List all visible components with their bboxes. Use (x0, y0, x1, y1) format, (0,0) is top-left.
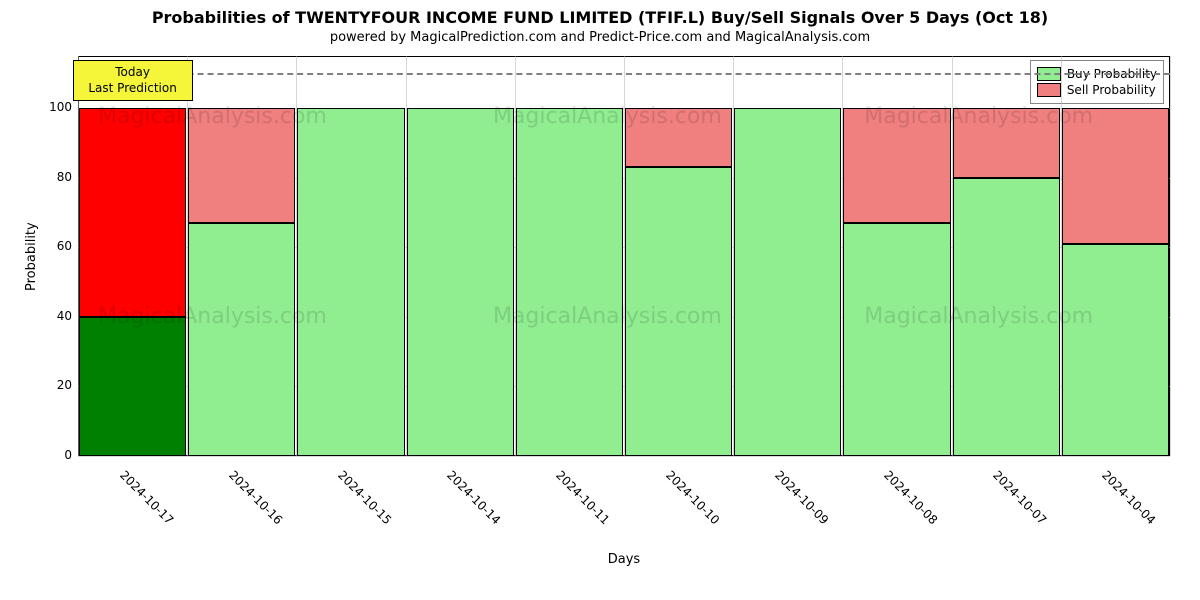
bar-buy (516, 108, 623, 456)
annotation-line1: Today (115, 65, 150, 79)
chart-container: Probabilities of TWENTYFOUR INCOME FUND … (0, 0, 1200, 600)
y-tick-label: 0 (38, 448, 72, 462)
x-tick-label: 2024-10-07 (990, 468, 1049, 527)
y-gridline (78, 456, 1170, 457)
bar-buy (843, 223, 950, 456)
y-tick-label: 20 (38, 378, 72, 392)
x-tick-label: 2024-10-04 (1099, 468, 1158, 527)
legend-swatch-sell (1037, 83, 1061, 97)
y-axis-label: Probability (24, 222, 39, 291)
x-gridline (1170, 56, 1171, 456)
x-tick-label: 2024-10-08 (881, 468, 940, 527)
legend: Buy Probability Sell Probability (1030, 60, 1164, 104)
x-axis-label: Days (78, 552, 1170, 567)
legend-item-sell: Sell Probability (1037, 83, 1157, 97)
chart-subtitle: powered by MagicalPrediction.com and Pre… (0, 30, 1200, 45)
bar-buy (188, 223, 295, 456)
y-tick-label: 100 (38, 100, 72, 114)
bar-buy (79, 317, 186, 456)
legend-label-sell: Sell Probability (1067, 83, 1156, 97)
bar-sell (1062, 108, 1169, 244)
bar-buy (1062, 244, 1169, 456)
chart-title: Probabilities of TWENTYFOUR INCOME FUND … (0, 8, 1200, 27)
bar-buy (407, 108, 514, 456)
reference-line (78, 73, 1170, 75)
bar-buy (734, 108, 841, 456)
x-tick-label: 2024-10-15 (335, 468, 394, 527)
x-tick-label: 2024-10-16 (226, 468, 285, 527)
x-tick-label: 2024-10-17 (117, 468, 176, 527)
bar-buy (625, 167, 732, 456)
bar-sell (625, 108, 732, 167)
y-tick-label: 60 (38, 239, 72, 253)
today-annotation: Today Last Prediction (73, 60, 193, 101)
bar-sell (843, 108, 950, 223)
bar-sell (188, 108, 295, 223)
bar-sell (79, 108, 186, 317)
y-tick-label: 80 (38, 170, 72, 184)
x-tick-label: 2024-10-09 (772, 468, 831, 527)
bar-buy (297, 108, 404, 456)
bar-buy (953, 178, 1060, 456)
annotation-line2: Last Prediction (88, 81, 176, 95)
x-tick-label: 2024-10-10 (663, 468, 722, 527)
bar-sell (953, 108, 1060, 178)
y-tick-label: 40 (38, 309, 72, 323)
x-tick-label: 2024-10-11 (553, 468, 612, 527)
x-tick-label: 2024-10-14 (444, 468, 503, 527)
